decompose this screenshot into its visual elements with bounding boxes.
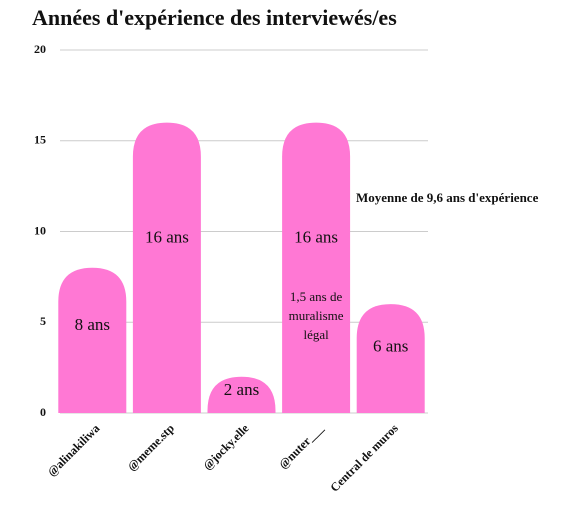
- value-label: 16 ans: [145, 228, 189, 247]
- y-tick-label: 0: [40, 405, 46, 419]
- chart-title: Années d'expérience des interviewés/es: [32, 5, 397, 30]
- value-label: 6 ans: [373, 337, 408, 356]
- value-label: 8 ans: [75, 315, 110, 334]
- x-tick-label: @alinakiliwa: [44, 421, 102, 479]
- annotation: 1,5 ans de: [290, 289, 343, 304]
- y-tick-label: 15: [34, 133, 46, 147]
- x-tick-label: @jocky.elle: [200, 421, 252, 473]
- x-tick-label: @nuter___: [276, 420, 327, 471]
- bar: [207, 376, 276, 413]
- value-label: 16 ans: [294, 228, 338, 247]
- bar: [356, 304, 425, 413]
- x-tick-label: Central de muros: [327, 421, 401, 495]
- annotation: muralisme: [289, 308, 344, 323]
- annotation: légal: [303, 327, 329, 342]
- y-tick-label: 10: [34, 223, 46, 237]
- bar: [132, 122, 201, 413]
- bar: [282, 122, 351, 413]
- y-tick-label: 5: [40, 314, 46, 328]
- x-tick-label: @meme.stp: [125, 421, 178, 474]
- value-label: 2 ans: [224, 380, 259, 399]
- y-tick-label: 20: [34, 42, 46, 56]
- bar: [58, 267, 127, 413]
- annotation: Moyenne de 9,6 ans d'expérience: [356, 190, 539, 205]
